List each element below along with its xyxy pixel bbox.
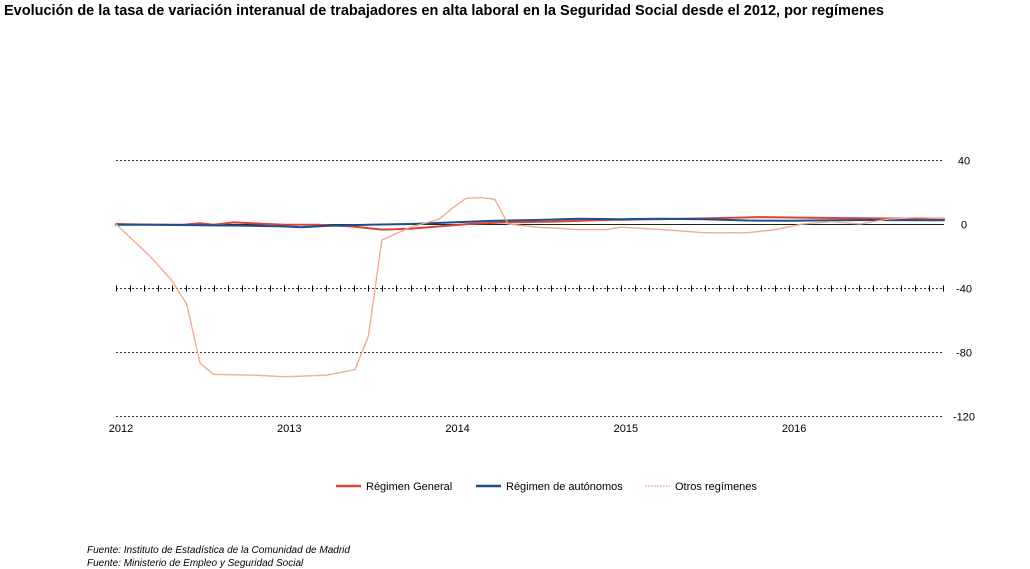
y-tick-label: -40 xyxy=(956,284,972,296)
x-axis: 2012 2013 2014 2015 2016 xyxy=(109,285,944,435)
series-line-3 xyxy=(115,196,945,378)
legend: Régimen General Régimen de autónomos Otros… xyxy=(336,481,757,493)
x-tick-label: 2012 xyxy=(109,423,133,435)
x-tick-label: 2013 xyxy=(277,423,301,435)
gridlines: 40 0 -40 -80 -120 xyxy=(116,156,975,424)
y-tick-label: 40 xyxy=(958,156,970,168)
legend-label-1: Régimen General xyxy=(366,481,452,493)
x-tick-label: 2016 xyxy=(782,423,806,435)
x-tick-label: 2015 xyxy=(614,423,638,435)
y-tick-label: -120 xyxy=(953,412,975,424)
y-tick-label: 0 xyxy=(961,220,967,232)
source-note-2: Fuente: Ministerio de Empleo y Seguridad… xyxy=(87,558,304,569)
y-tick-label: -80 xyxy=(956,348,972,360)
legend-label-2: Régimen de autónomos xyxy=(506,481,623,493)
x-tick-label: 2014 xyxy=(445,423,469,435)
legend-label-3: Otros regímenes xyxy=(675,481,757,493)
chart-title: Evolución de la tasa de variación intera… xyxy=(4,3,884,19)
series-lines xyxy=(115,196,945,378)
series-line-1 xyxy=(115,216,945,231)
source-note-1: Fuente: Instituto de Estadística de la C… xyxy=(87,545,350,556)
series-line-2 xyxy=(115,217,945,229)
